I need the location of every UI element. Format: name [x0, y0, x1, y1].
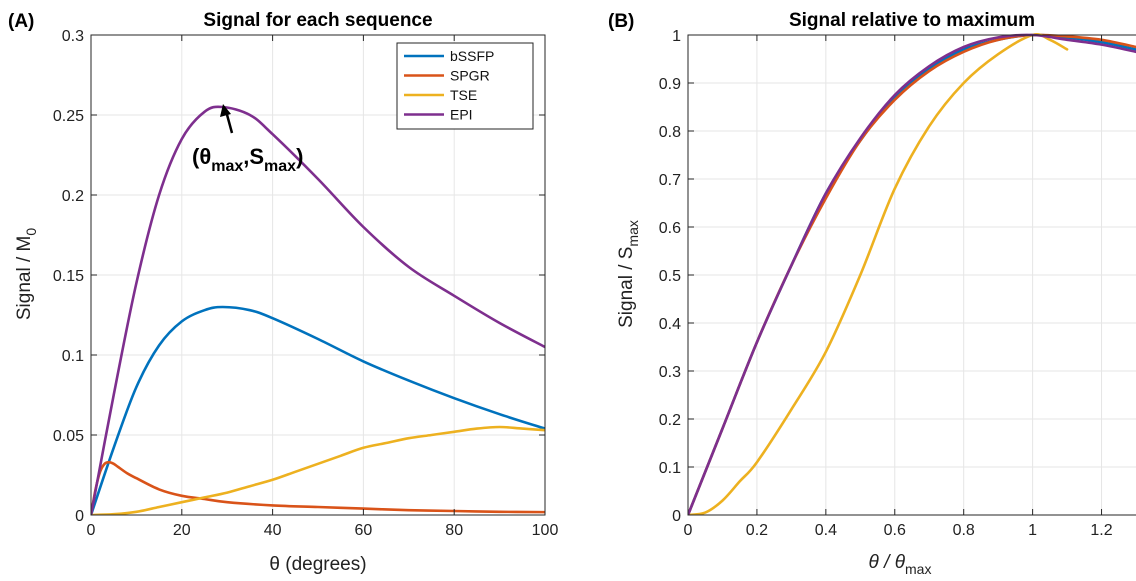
panel-b-xlabel-main: θ / θ — [869, 552, 906, 573]
panel-b-xlabel: θ / θmax — [869, 552, 932, 577]
legend-label-bssfp: bSSFP — [450, 48, 494, 64]
y-tick-label: 0.3 — [62, 28, 84, 45]
panel-a-title: Signal for each sequence — [203, 10, 432, 31]
panel-b: (B) Signal relative to maximum 0 0.2 0.4 0.… — [608, 10, 1136, 577]
panel-a-ylabel-main: Signal / M — [14, 236, 35, 320]
x-tick-label: 0 — [87, 522, 96, 539]
panel-b-ylabel-sub: max — [625, 220, 641, 246]
panel-b-series — [688, 33, 1136, 515]
panel-a-ylabel: Signal / M0 — [14, 228, 39, 320]
y-tick-label: 0.6 — [659, 220, 681, 237]
panel-a-ticks: 0 20 40 60 80 100 0 0.05 0.1 0.15 0.2 0.25 0.3 — [53, 28, 559, 539]
panel-a-label: (A) — [8, 11, 34, 32]
series-line-spgr — [91, 460, 545, 515]
panel-b-ylabel-main: Signal / S — [616, 247, 637, 328]
series-line-epi — [91, 105, 545, 515]
panel-a: (A) Signal for each sequence 0 20 40 60 80 10… — [8, 10, 558, 575]
y-tick-label: 0.7 — [659, 172, 681, 189]
annotation-sub2: max — [264, 158, 296, 175]
panel-a-xlabel: θ (degrees) — [269, 554, 366, 575]
y-tick-label: 0.15 — [53, 268, 84, 285]
annotation-mid: ,S — [243, 144, 264, 169]
y-tick-label: 0.1 — [62, 348, 84, 365]
y-tick-label: 0 — [75, 508, 84, 525]
annotation-label: (θmax,Smax) — [192, 144, 303, 175]
annotation-open: (θ — [192, 144, 211, 169]
annotation-close: ) — [296, 144, 303, 169]
x-tick-label: 0.6 — [884, 522, 906, 539]
series-line-4 — [688, 33, 1136, 515]
y-tick-label: 0.9 — [659, 76, 681, 93]
x-tick-label: 100 — [532, 522, 559, 539]
x-tick-label: 20 — [173, 522, 191, 539]
series-line-3 — [688, 33, 1069, 515]
legend-label-spgr: SPGR — [450, 68, 490, 84]
legend-label-tse: TSE — [450, 87, 477, 103]
series-line-tse — [91, 425, 545, 515]
x-tick-label: 1.2 — [1090, 522, 1112, 539]
panel-a-series — [91, 105, 545, 515]
y-tick-label: 0.2 — [62, 188, 84, 205]
panel-b-grid — [688, 35, 1136, 515]
annotation-arrow-head — [220, 104, 231, 117]
panel-a-annotation: (θmax,Smax) — [192, 104, 303, 175]
y-tick-label: 1 — [672, 28, 681, 45]
x-tick-label: 60 — [355, 522, 373, 539]
panel-b-ylabel: Signal / Smax — [616, 220, 641, 328]
x-tick-label: 0 — [684, 522, 693, 539]
panel-a-ylabel-sub: 0 — [23, 228, 39, 236]
y-tick-label: 0.3 — [659, 364, 681, 381]
y-tick-label: 0 — [672, 508, 681, 525]
y-tick-label: 0.25 — [53, 108, 84, 125]
panel-b-xlabel-sub: max — [905, 561, 931, 577]
series-line-bssfp — [91, 305, 545, 515]
panel-b-label: (B) — [608, 11, 634, 32]
x-tick-label: 0.8 — [953, 522, 975, 539]
y-tick-label: 0.05 — [53, 428, 84, 445]
y-tick-label: 0.5 — [659, 268, 681, 285]
x-tick-label: 0.4 — [815, 522, 837, 539]
panel-b-title: Signal relative to maximum — [789, 10, 1035, 31]
x-tick-label: 1 — [1028, 522, 1037, 539]
panel-b-ticks: 0 0.2 0.4 0.6 0.8 1 1.2 0 0.1 0.2 0.3 0.4 0.5 0.6 0.7 0… — [659, 28, 1113, 539]
y-tick-label: 0.2 — [659, 412, 681, 429]
annotation-sub1: max — [211, 158, 243, 175]
y-tick-label: 0.8 — [659, 124, 681, 141]
legend-label-epi: EPI — [450, 107, 473, 123]
y-tick-label: 0.1 — [659, 460, 681, 477]
x-tick-label: 40 — [264, 522, 282, 539]
x-tick-label: 80 — [445, 522, 463, 539]
x-tick-label: 0.2 — [746, 522, 768, 539]
panel-a-legend: bSSFP SPGR TSE EPI — [396, 42, 534, 130]
y-tick-label: 0.4 — [659, 316, 681, 333]
